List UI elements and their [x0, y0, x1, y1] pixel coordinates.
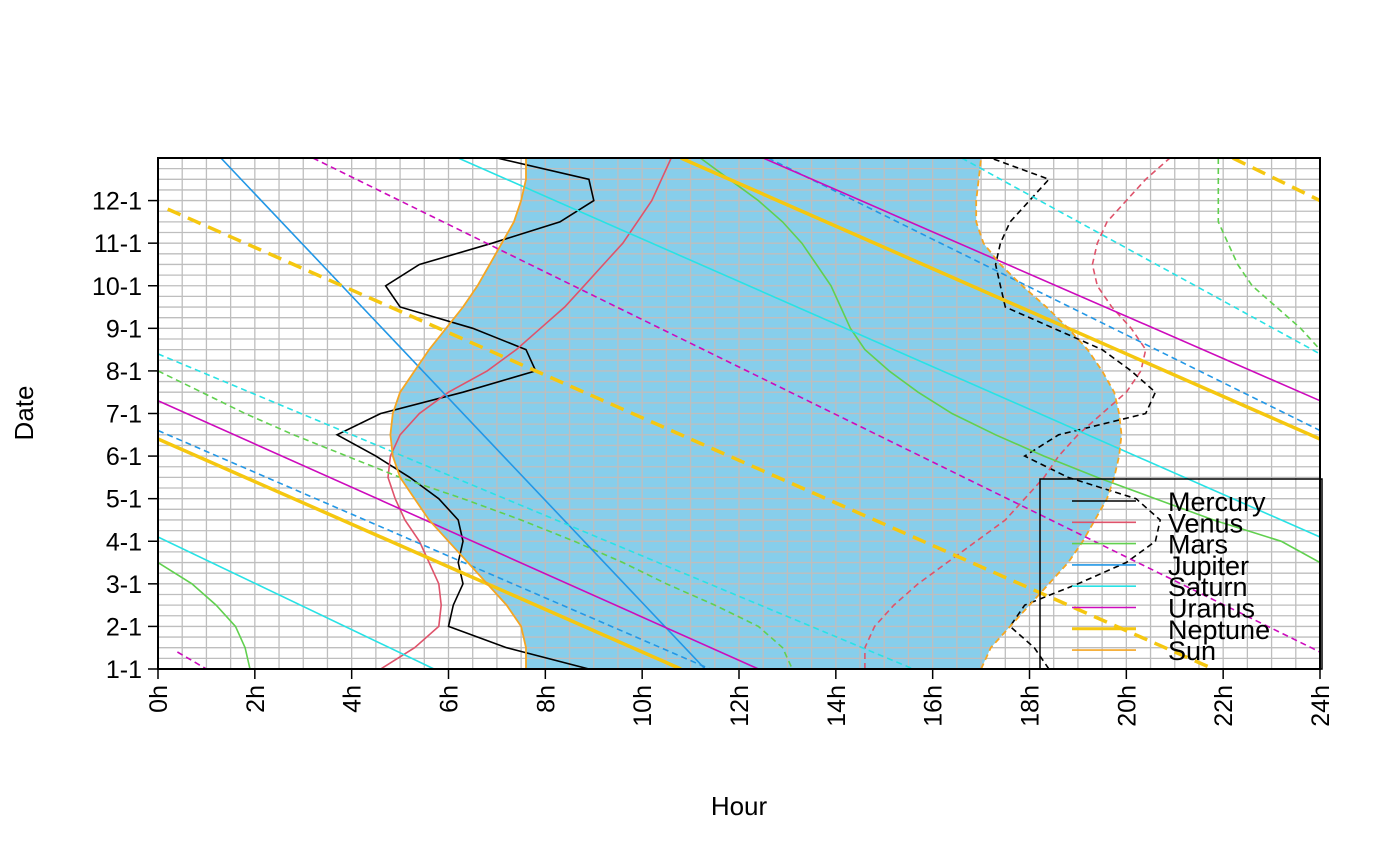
series-line-saturn-set [961, 158, 1320, 355]
y-axis: 1-1 2-1 3-1 4-1 5-1 6-1 7-1 8-1 9-1 10-1 11-1 12-1 [92, 158, 159, 684]
series-line-jupiter-rise [220, 158, 706, 669]
legend-label-neptune: Neptune [1168, 615, 1270, 645]
series-line-uranus-set [312, 158, 1320, 653]
y-tick-label: 10-1 [92, 273, 142, 301]
legend-label-jupiter: Jupiter [1168, 551, 1249, 581]
series-line-saturn-rise [158, 536, 435, 669]
legend-label-mars: Mars [1168, 530, 1228, 560]
x-tick-label: 12h [726, 685, 754, 727]
y-axis-title: Date [9, 386, 39, 441]
x-tick-label: 0h [145, 685, 173, 713]
series-line-venus-set [864, 158, 1171, 669]
x-tick-label: 2h [242, 685, 270, 713]
series-line-mars-rise [699, 158, 1320, 564]
x-tick-label: 18h [1017, 685, 1045, 727]
x-axis: 0h 2h 4h 6h 8h 10h 12h 14h 16h 18h 20h 22h 24h [145, 668, 1335, 727]
y-tick-label: 5-1 [106, 486, 142, 514]
x-tick-label: 8h [532, 685, 560, 713]
y-tick-label: 1-1 [106, 656, 142, 684]
series-line-venus-rise [380, 158, 672, 669]
series-line-neptune-rise [680, 158, 1320, 441]
series-line-jupiter-set [767, 158, 1320, 432]
series-line-neptune-set [1232, 158, 1320, 203]
x-tick-label: 20h [1113, 685, 1141, 727]
y-tick-label: 2-1 [106, 613, 142, 641]
series-line-mercury-set [990, 158, 1162, 669]
series-line-jupiter-set [158, 429, 711, 669]
sun-twilight-morning [389, 158, 527, 669]
y-tick-label: 8-1 [106, 358, 142, 386]
x-tick-label: 24h [1307, 685, 1335, 727]
legend-label-mercury: Mercury [1168, 487, 1266, 517]
y-tick-label: 12-1 [92, 188, 142, 216]
series-line-neptune-rise [158, 437, 682, 669]
series-line-mars-rise [158, 561, 251, 669]
x-tick-label: 10h [629, 685, 657, 727]
x-tick-label: 6h [436, 685, 464, 713]
y-tick-label: 3-1 [106, 571, 142, 599]
sun-twilight-evening [975, 158, 1123, 669]
y-tick-label: 6-1 [106, 443, 142, 471]
series-line-uranus-set [176, 651, 207, 669]
legend-label-uranus: Uranus [1168, 594, 1255, 624]
x-tick-label: 14h [823, 685, 851, 727]
x-tick-label: 16h [920, 685, 948, 727]
y-tick-label: 7-1 [106, 401, 142, 429]
series-line-mars-set [158, 370, 794, 669]
series-line-uranus-rise [762, 158, 1320, 402]
y-tick-label: 9-1 [106, 315, 142, 343]
series-line-mars-set [1217, 158, 1320, 351]
legend: MercuryVenusMarsJupiterSaturnUranusNeptu… [1039, 478, 1323, 670]
series-line-saturn-rise [457, 158, 1320, 538]
series-line-neptune-set [166, 207, 1215, 669]
legend-label-sun: Sun [1168, 636, 1216, 666]
legend-label-venus: Venus [1168, 508, 1243, 538]
x-tick-label: 22h [1210, 685, 1238, 727]
series-line-saturn-set [158, 353, 914, 669]
series-line-uranus-rise [158, 399, 759, 669]
grid [157, 157, 1321, 670]
legend-label-saturn: Saturn [1168, 572, 1248, 602]
y-tick-label: 11-1 [94, 230, 142, 258]
x-axis-title: Hour [711, 791, 768, 821]
x-tick-label: 4h [339, 685, 367, 713]
y-tick-label: 4-1 [106, 528, 142, 556]
legend-box [1039, 478, 1323, 670]
series-lines [158, 158, 1320, 669]
series-line-mercury-rise [335, 158, 595, 669]
